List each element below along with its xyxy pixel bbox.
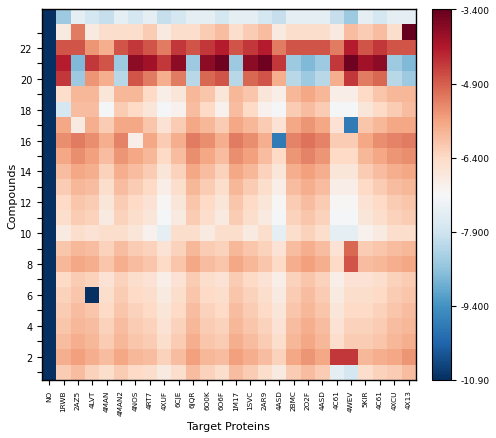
X-axis label: Target Proteins: Target Proteins bbox=[187, 421, 270, 431]
Y-axis label: Compounds: Compounds bbox=[7, 162, 17, 228]
